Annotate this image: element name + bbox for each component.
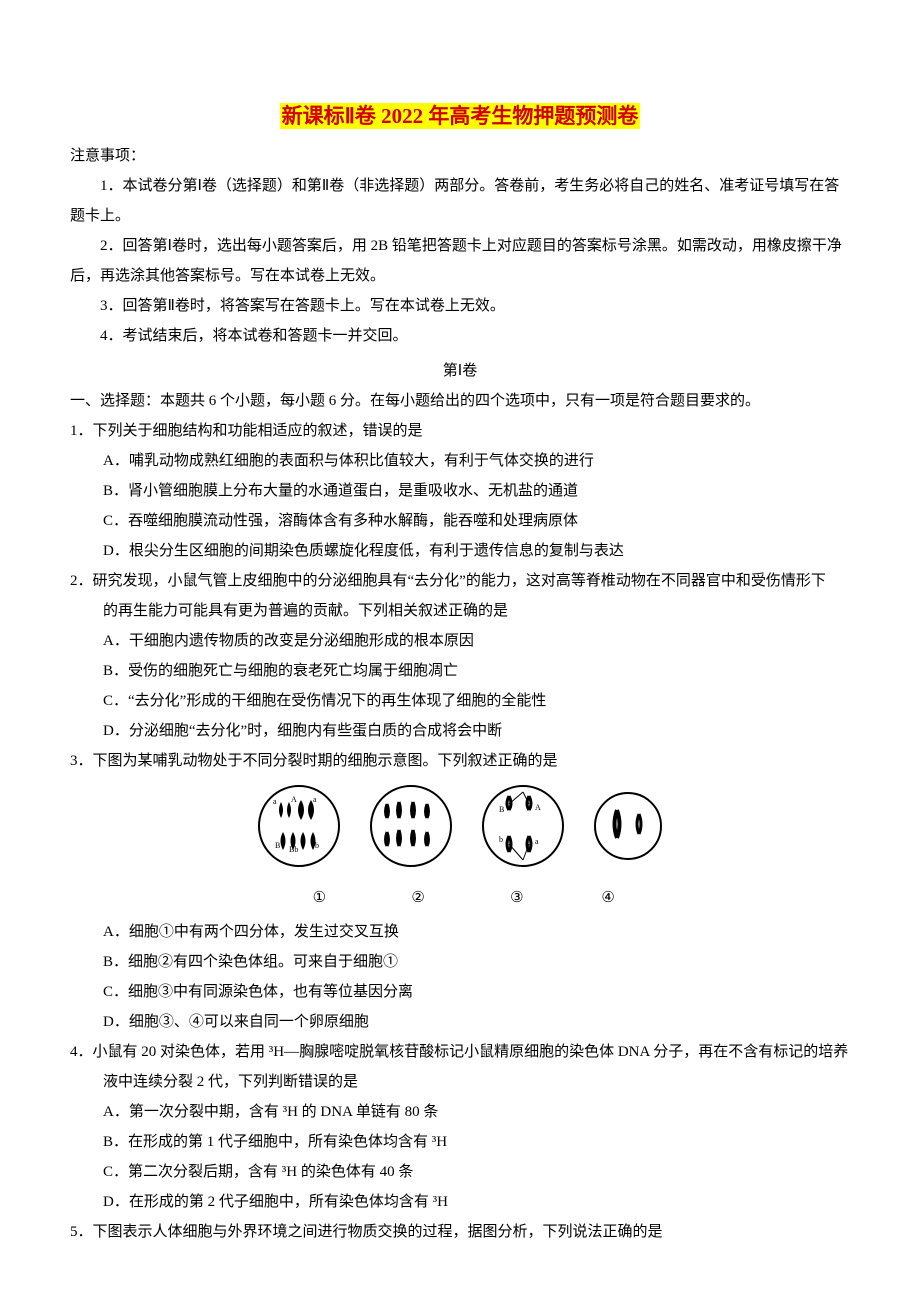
cell-label-1: ① bbox=[272, 883, 367, 913]
svg-text:a: a bbox=[535, 837, 539, 846]
volume-header: 第Ⅰ卷 bbox=[70, 359, 850, 380]
question-4-option-c: C．第二次分裂后期，含有 ³H 的染色体有 40 条 bbox=[70, 1157, 850, 1187]
question-2-stem: 2．研究发现，小鼠气管上皮细胞中的分泌细胞具有“去分化”的能力，这对高等脊椎动物… bbox=[70, 566, 850, 596]
notice-header: 注意事项： bbox=[70, 144, 850, 165]
question-4-option-a: A．第一次分裂中期，含有 ³H 的 DNA 单链有 80 条 bbox=[70, 1097, 850, 1127]
question-4: 4．小鼠有 20 对染色体，若用 ³H—胸腺嘧啶脱氧核苷酸标记小鼠精原细胞的染色… bbox=[70, 1037, 850, 1217]
question-2-option-b: B．受伤的细胞死亡与细胞的衰老死亡均属于细胞凋亡 bbox=[70, 656, 850, 686]
svg-text:a: a bbox=[313, 795, 317, 804]
cell-2-svg bbox=[367, 782, 455, 870]
svg-text:b: b bbox=[315, 841, 319, 850]
cell-diagram-3: B A b a bbox=[479, 782, 567, 881]
question-3-option-d: D．细胞③、④可以来自同一个卵原细胞 bbox=[70, 1007, 850, 1037]
exam-title: 新课标Ⅱ卷 2022 年高考生物押题预测卷 bbox=[70, 100, 850, 130]
cell-4-svg bbox=[591, 782, 665, 870]
cell-diagram-1: a A a B Bb b bbox=[255, 782, 343, 881]
svg-text:B: B bbox=[275, 841, 280, 850]
question-2: 2．研究发现，小鼠气管上皮细胞中的分泌细胞具有“去分化”的能力，这对高等脊椎动物… bbox=[70, 566, 850, 746]
svg-text:a: a bbox=[273, 797, 277, 806]
cell-label-4: ④ bbox=[568, 883, 648, 913]
svg-text:A: A bbox=[291, 795, 297, 804]
cell-label-3: ③ bbox=[469, 883, 564, 913]
cell-diagram-2 bbox=[367, 782, 455, 881]
question-2-stem-cont: 的再生能力可能具有更为普遍的贡献。下列相关叙述正确的是 bbox=[70, 596, 850, 626]
question-3-figure: a A a B Bb b bbox=[70, 782, 850, 881]
cell-3-svg: B A b a bbox=[479, 782, 567, 870]
notice-item-1: 1．本试卷分第Ⅰ卷（选择题）和第Ⅱ卷（非选择题）两部分。答卷前，考生务必将自己的… bbox=[70, 171, 850, 231]
question-3-stem: 3．下图为某哺乳动物处于不同分裂时期的细胞示意图。下列叙述正确的是 bbox=[70, 746, 850, 776]
question-3-option-b: B．细胞②有四个染色体组。可来自于细胞① bbox=[70, 947, 850, 977]
question-3-option-c: C．细胞③中有同源染色体，也有等位基因分离 bbox=[70, 977, 850, 1007]
question-4-option-d: D．在形成的第 2 代子细胞中，所有染色体均含有 ³H bbox=[70, 1187, 850, 1217]
svg-text:A: A bbox=[535, 803, 541, 812]
question-3-option-a: A．细胞①中有两个四分体，发生过交叉互换 bbox=[70, 917, 850, 947]
question-5: 5．下图表示人体细胞与外界环境之间进行物质交换的过程，据图分析，下列说法正确的是 bbox=[70, 1217, 850, 1247]
cell-1-svg: a A a B Bb b bbox=[255, 782, 343, 870]
section-1-header: 一、选择题：本题共 6 个小题，每小题 6 分。在每小题给出的四个选项中，只有一… bbox=[70, 386, 850, 416]
cell-diagram-4 bbox=[591, 782, 665, 881]
question-1-stem: 1．下列关于细胞结构和功能相适应的叙述，错误的是 bbox=[70, 416, 850, 446]
question-4-stem-cont: 液中连续分裂 2 代，下列判断错误的是 bbox=[70, 1067, 850, 1097]
cell-label-2: ② bbox=[371, 883, 466, 913]
notice-item-3: 3．回答第Ⅱ卷时，将答案写在答题卡上。写在本试卷上无效。 bbox=[70, 291, 850, 321]
question-2-option-c: C．“去分化”形成的干细胞在受伤情况下的再生体现了细胞的全能性 bbox=[70, 686, 850, 716]
notice-item-4: 4．考试结束后，将本试卷和答题卡一并交回。 bbox=[70, 321, 850, 351]
question-4-option-b: B．在形成的第 1 代子细胞中，所有染色体均含有 ³H bbox=[70, 1127, 850, 1157]
question-1-option-d: D．根尖分生区细胞的间期染色质螺旋化程度低，有利于遗传信息的复制与表达 bbox=[70, 536, 850, 566]
question-3: 3．下图为某哺乳动物处于不同分裂时期的细胞示意图。下列叙述正确的是 a A a bbox=[70, 746, 850, 1037]
svg-text:B: B bbox=[499, 805, 504, 814]
question-2-option-a: A．干细胞内遗传物质的改变是分泌细胞形成的根本原因 bbox=[70, 626, 850, 656]
question-1-option-a: A．哺乳动物成熟红细胞的表面积与体积比值较大，有利于气体交换的进行 bbox=[70, 446, 850, 476]
question-2-option-d: D．分泌细胞“去分化”时，细胞内有些蛋白质的合成将会中断 bbox=[70, 716, 850, 746]
question-1: 1．下列关于细胞结构和功能相适应的叙述，错误的是 A．哺乳动物成熟红细胞的表面积… bbox=[70, 416, 850, 566]
question-3-figure-labels: ① ② ③ ④ bbox=[70, 883, 850, 913]
exam-page: 新课标Ⅱ卷 2022 年高考生物押题预测卷 注意事项： 1．本试卷分第Ⅰ卷（选择… bbox=[0, 0, 920, 1297]
svg-text:b: b bbox=[499, 835, 503, 844]
exam-title-text: 新课标Ⅱ卷 2022 年高考生物押题预测卷 bbox=[280, 103, 641, 129]
svg-text:Bb: Bb bbox=[289, 845, 298, 854]
question-1-option-c: C．吞噬细胞膜流动性强，溶酶体含有多种水解酶，能吞噬和处理病原体 bbox=[70, 506, 850, 536]
notice-item-2: 2．回答第Ⅰ卷时，选出每小题答案后，用 2B 铅笔把答题卡上对应题目的答案标号涂… bbox=[70, 231, 850, 291]
question-1-option-b: B．肾小管细胞膜上分布大量的水通道蛋白，是重吸收水、无机盐的通道 bbox=[70, 476, 850, 506]
question-5-stem: 5．下图表示人体细胞与外界环境之间进行物质交换的过程，据图分析，下列说法正确的是 bbox=[70, 1217, 850, 1247]
question-4-stem: 4．小鼠有 20 对染色体，若用 ³H—胸腺嘧啶脱氧核苷酸标记小鼠精原细胞的染色… bbox=[70, 1037, 850, 1067]
